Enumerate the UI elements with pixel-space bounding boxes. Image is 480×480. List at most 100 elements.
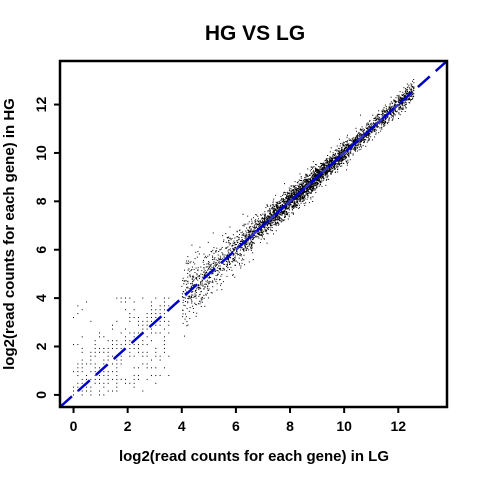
data-point (285, 197, 287, 199)
data-point (242, 234, 244, 236)
data-point (323, 173, 325, 175)
data-point (313, 173, 315, 175)
data-point (310, 178, 312, 180)
data-point (309, 170, 311, 172)
data-point (276, 202, 278, 204)
data-point (251, 244, 253, 246)
data-point (133, 386, 135, 388)
data-point (286, 195, 288, 197)
data-point (245, 236, 247, 238)
data-point (271, 219, 273, 221)
data-point (301, 195, 303, 197)
data-point (293, 188, 295, 190)
data-point (232, 274, 234, 276)
data-point (337, 169, 339, 171)
data-point (191, 278, 193, 280)
data-point (272, 218, 274, 220)
data-point (137, 367, 139, 369)
data-point (272, 209, 274, 211)
data-point (245, 237, 247, 239)
data-point (234, 248, 236, 250)
data-point (278, 206, 280, 208)
data-point (260, 231, 262, 233)
data-point (410, 95, 412, 97)
data-point (107, 382, 109, 384)
data-point (401, 110, 403, 112)
data-point (273, 217, 275, 219)
data-point (310, 191, 312, 193)
data-point (284, 215, 286, 217)
data-point (116, 386, 118, 388)
data-point (311, 185, 313, 187)
data-point (330, 168, 332, 170)
data-point (191, 302, 193, 304)
data-point (155, 309, 157, 311)
data-point (218, 265, 220, 267)
data-point (236, 245, 238, 247)
data-point (302, 198, 304, 200)
data-point (214, 257, 216, 259)
data-point (268, 215, 270, 217)
data-point (350, 150, 352, 152)
data-point (290, 193, 292, 195)
data-point (353, 140, 355, 142)
data-point (237, 261, 239, 263)
data-point (411, 94, 413, 96)
data-point (296, 198, 298, 200)
data-point (226, 254, 228, 256)
data-point (163, 336, 165, 338)
data-point (332, 170, 334, 172)
data-point (94, 382, 96, 384)
data-point (233, 260, 235, 262)
data-point (306, 189, 308, 191)
data-point (194, 263, 196, 265)
data-point (368, 135, 370, 137)
data-point (116, 363, 118, 365)
data-point (292, 190, 294, 192)
data-point (163, 301, 165, 303)
y-tick-label: 4 (33, 294, 49, 302)
data-point (251, 245, 253, 247)
data-point (404, 100, 406, 102)
data-point (336, 160, 338, 162)
data-point (258, 233, 260, 235)
data-point (398, 104, 400, 106)
data-point (358, 142, 360, 144)
data-point (133, 355, 135, 357)
data-point (387, 123, 389, 125)
data-point (86, 390, 88, 392)
data-point (292, 194, 294, 196)
data-point (289, 192, 291, 194)
data-point (288, 214, 290, 216)
data-point (306, 194, 308, 196)
data-point (203, 264, 205, 266)
data-point (294, 206, 296, 208)
data-point (99, 382, 101, 384)
data-point (299, 196, 301, 198)
data-point (367, 134, 369, 136)
data-point (264, 219, 266, 221)
data-point (227, 236, 229, 238)
data-point (313, 170, 315, 172)
data-point (312, 200, 314, 202)
data-point (388, 108, 390, 110)
data-point (202, 274, 204, 276)
data-point (366, 124, 368, 126)
data-point (328, 157, 330, 159)
data-point (271, 206, 273, 208)
data-point (314, 168, 316, 170)
data-point (288, 204, 290, 206)
data-point (190, 261, 192, 263)
data-point (284, 216, 286, 218)
data-point (193, 269, 195, 271)
data-point (360, 144, 362, 146)
data-point (305, 180, 307, 182)
data-point (265, 231, 267, 233)
data-point (326, 166, 328, 168)
data-point (332, 166, 334, 168)
data-point (192, 294, 194, 296)
data-point (338, 162, 340, 164)
data-point (363, 130, 365, 132)
data-point (142, 324, 144, 326)
data-point (349, 151, 351, 153)
